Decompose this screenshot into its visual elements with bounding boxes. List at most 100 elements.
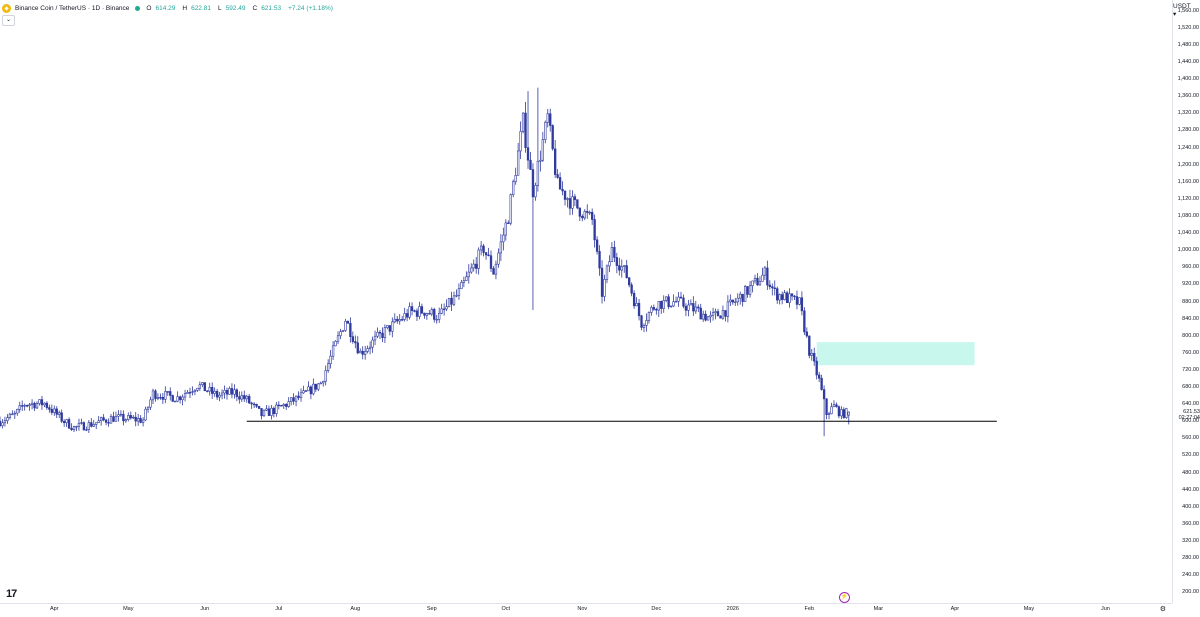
- chevron-down-icon[interactable]: ⌄: [2, 15, 15, 26]
- candle: [319, 381, 322, 385]
- candle-body: [159, 396, 162, 399]
- candle: [591, 208, 594, 225]
- candle: [588, 210, 591, 216]
- candle-body: [706, 316, 710, 321]
- candle: [403, 307, 406, 322]
- candle-body: [99, 417, 103, 422]
- price-tick-label: 240.00: [1182, 572, 1199, 579]
- candle: [603, 274, 606, 302]
- candle: [122, 410, 125, 426]
- price-tick-label: 1,120.00: [1177, 195, 1199, 202]
- candle: [405, 308, 409, 322]
- candle: [396, 315, 399, 324]
- candle: [687, 299, 690, 317]
- candle-body: [114, 415, 118, 422]
- candle-body: [272, 407, 276, 414]
- candle: [778, 293, 781, 305]
- candle-body: [805, 331, 808, 337]
- candle-body: [11, 413, 14, 416]
- candle-body: [724, 310, 727, 317]
- candle: [827, 411, 831, 420]
- candle-body: [248, 395, 251, 404]
- candle: [248, 394, 251, 405]
- candle-body: [763, 267, 767, 276]
- candle-body: [228, 388, 231, 395]
- candle-body: [92, 424, 95, 427]
- candle: [297, 391, 300, 401]
- candle: [521, 112, 525, 134]
- candle: [726, 295, 730, 323]
- lightning-icon[interactable]: ⚡: [839, 592, 850, 603]
- candle: [102, 414, 105, 422]
- candle: [512, 179, 515, 198]
- candle: [447, 297, 451, 308]
- candle: [139, 415, 142, 424]
- candle: [21, 400, 24, 412]
- candle-body: [726, 301, 730, 317]
- gear-icon[interactable]: ⚙: [1159, 606, 1166, 613]
- candle-body: [822, 389, 826, 400]
- candle-body: [494, 263, 498, 275]
- candle: [539, 150, 542, 172]
- candle: [566, 197, 569, 208]
- candle: [504, 219, 507, 241]
- candle-body: [401, 319, 404, 321]
- candle-body: [455, 295, 458, 297]
- candle-body: [275, 404, 278, 414]
- candle-body: [80, 422, 83, 424]
- candle-body: [282, 404, 285, 407]
- time-axis[interactable]: Apr May Jun Jul Aug Sep Oct Nov Dec 2026 Feb Mar Apr…: [0, 603, 1172, 617]
- candle: [317, 383, 320, 392]
- price-tick-label: 1,200.00: [1177, 161, 1199, 168]
- candle-body: [660, 301, 663, 309]
- chart-pane[interactable]: Binance Coin / TetherUS · 1D · Binance O…: [0, 0, 1172, 603]
- candle-body: [391, 321, 394, 332]
- candle: [477, 247, 480, 275]
- candle: [230, 383, 234, 399]
- candle: [82, 421, 86, 431]
- candle: [615, 252, 619, 274]
- candle-body: [208, 387, 211, 392]
- candle: [127, 412, 130, 422]
- tradingview-logo-icon[interactable]: 17: [6, 588, 17, 600]
- candle-body: [351, 336, 354, 342]
- candle-body: [361, 350, 364, 355]
- currency-selector[interactable]: USDT ▾: [1173, 3, 1195, 18]
- candle-body: [815, 360, 818, 376]
- candle: [489, 250, 493, 272]
- candle: [67, 417, 71, 429]
- candle-body: [472, 263, 475, 269]
- low-key: L: [217, 4, 222, 12]
- candle-body: [107, 422, 110, 424]
- candle: [174, 400, 177, 403]
- candle-body: [70, 427, 73, 431]
- candle: [129, 411, 132, 420]
- symbol-title[interactable]: Binance Coin / TetherUS · 1D · Binance: [15, 4, 130, 12]
- candle-body: [467, 271, 470, 278]
- close-value: 621.53: [261, 4, 282, 12]
- candle-body: [743, 286, 747, 302]
- candle-body: [403, 313, 406, 320]
- candle-body: [610, 247, 614, 263]
- price-axis[interactable]: USDT ▾ 200.00 240.00 280.00 320.00 360.00 400…: [1172, 0, 1200, 603]
- candle-body: [285, 404, 288, 407]
- candle: [773, 280, 776, 296]
- candle-body: [309, 386, 313, 395]
- candle-body: [618, 265, 621, 271]
- candle-body: [235, 389, 239, 397]
- candle: [371, 336, 374, 353]
- candle-body: [630, 284, 633, 294]
- candle-body: [512, 181, 515, 195]
- candle-body: [771, 286, 774, 289]
- candle-body: [832, 404, 836, 408]
- candle: [576, 199, 579, 210]
- candlestick-chart[interactable]: [0, 0, 1172, 603]
- candle: [299, 388, 303, 402]
- candle: [645, 313, 648, 332]
- candle: [805, 327, 808, 338]
- candle-body: [778, 294, 781, 301]
- open-key: O: [146, 4, 152, 12]
- candle-body: [591, 211, 594, 220]
- price-tick-label: 280.00: [1182, 555, 1199, 562]
- candle: [191, 386, 194, 396]
